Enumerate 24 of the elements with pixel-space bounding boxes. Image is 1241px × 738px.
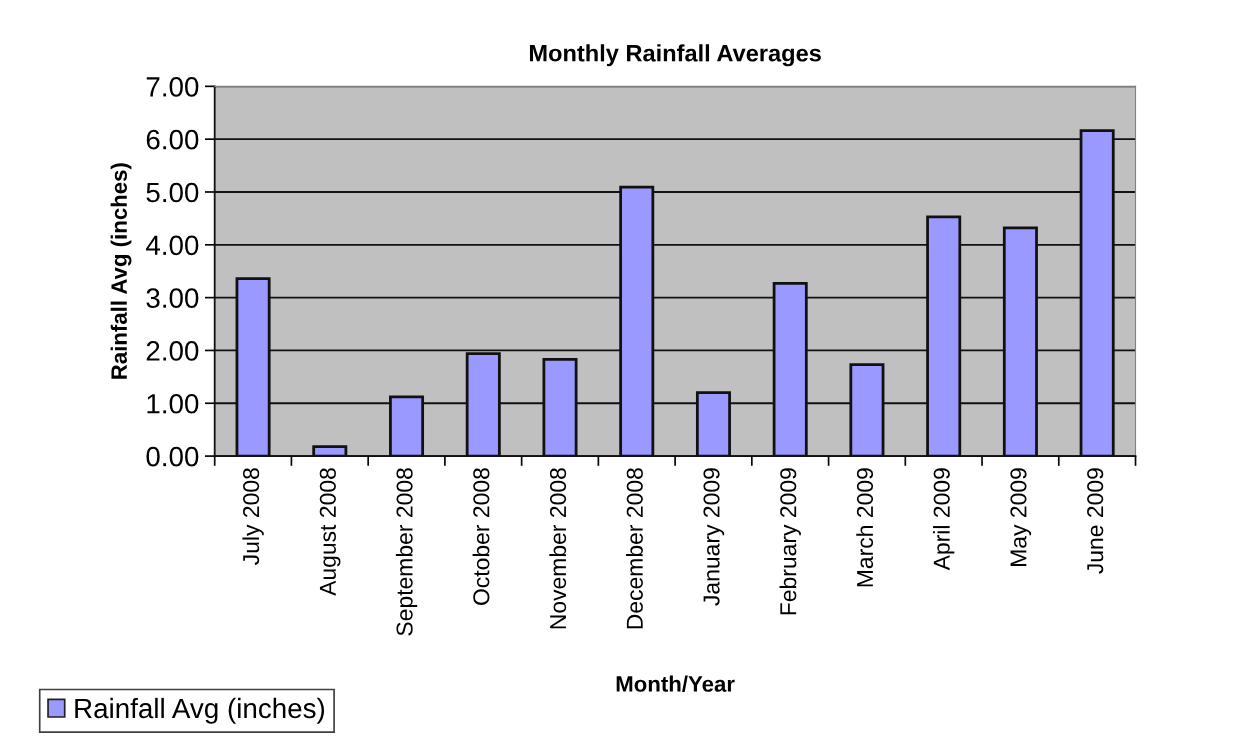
chart-title: Monthly Rainfall Averages (529, 44, 821, 67)
x-tick-label: August 2008 (319, 468, 341, 596)
x-tick-label: September 2008 (395, 468, 418, 636)
x-tick-label: April 2009 (933, 468, 955, 571)
y-tick-label: 0.00 (146, 446, 199, 467)
x-tick-label: February 2009 (779, 468, 801, 615)
y-tick-label: 3.00 (146, 288, 199, 308)
x-tick-label: June 2009 (1087, 468, 1104, 574)
y-tick-label: 1.00 (147, 393, 199, 414)
x-tick-label: December 2008 (626, 468, 643, 629)
x-tick-label: November 2008 (549, 468, 567, 629)
y-tick-label: 4.00 (146, 235, 199, 256)
legend-label: Rainfall Avg (inches) (75, 697, 325, 724)
y-tick-label: 2.00 (146, 341, 199, 361)
x-tick-label: October 2008 (472, 468, 490, 605)
x-axis-title: Month/Year (616, 675, 735, 693)
y-tick-label: 6.00 (146, 129, 199, 150)
x-tick-label: March 2009 (856, 468, 874, 587)
x-tick-label: May 2009 (1010, 468, 1032, 566)
y-tick-label: 5.00 (146, 182, 199, 203)
y-tick-label: 7.00 (146, 77, 199, 97)
y-axis-title: Rainfall Avg (inches) (110, 163, 132, 379)
x-tick-label: January 2009 (703, 468, 725, 606)
x-tick-label: July 2008 (242, 468, 264, 565)
